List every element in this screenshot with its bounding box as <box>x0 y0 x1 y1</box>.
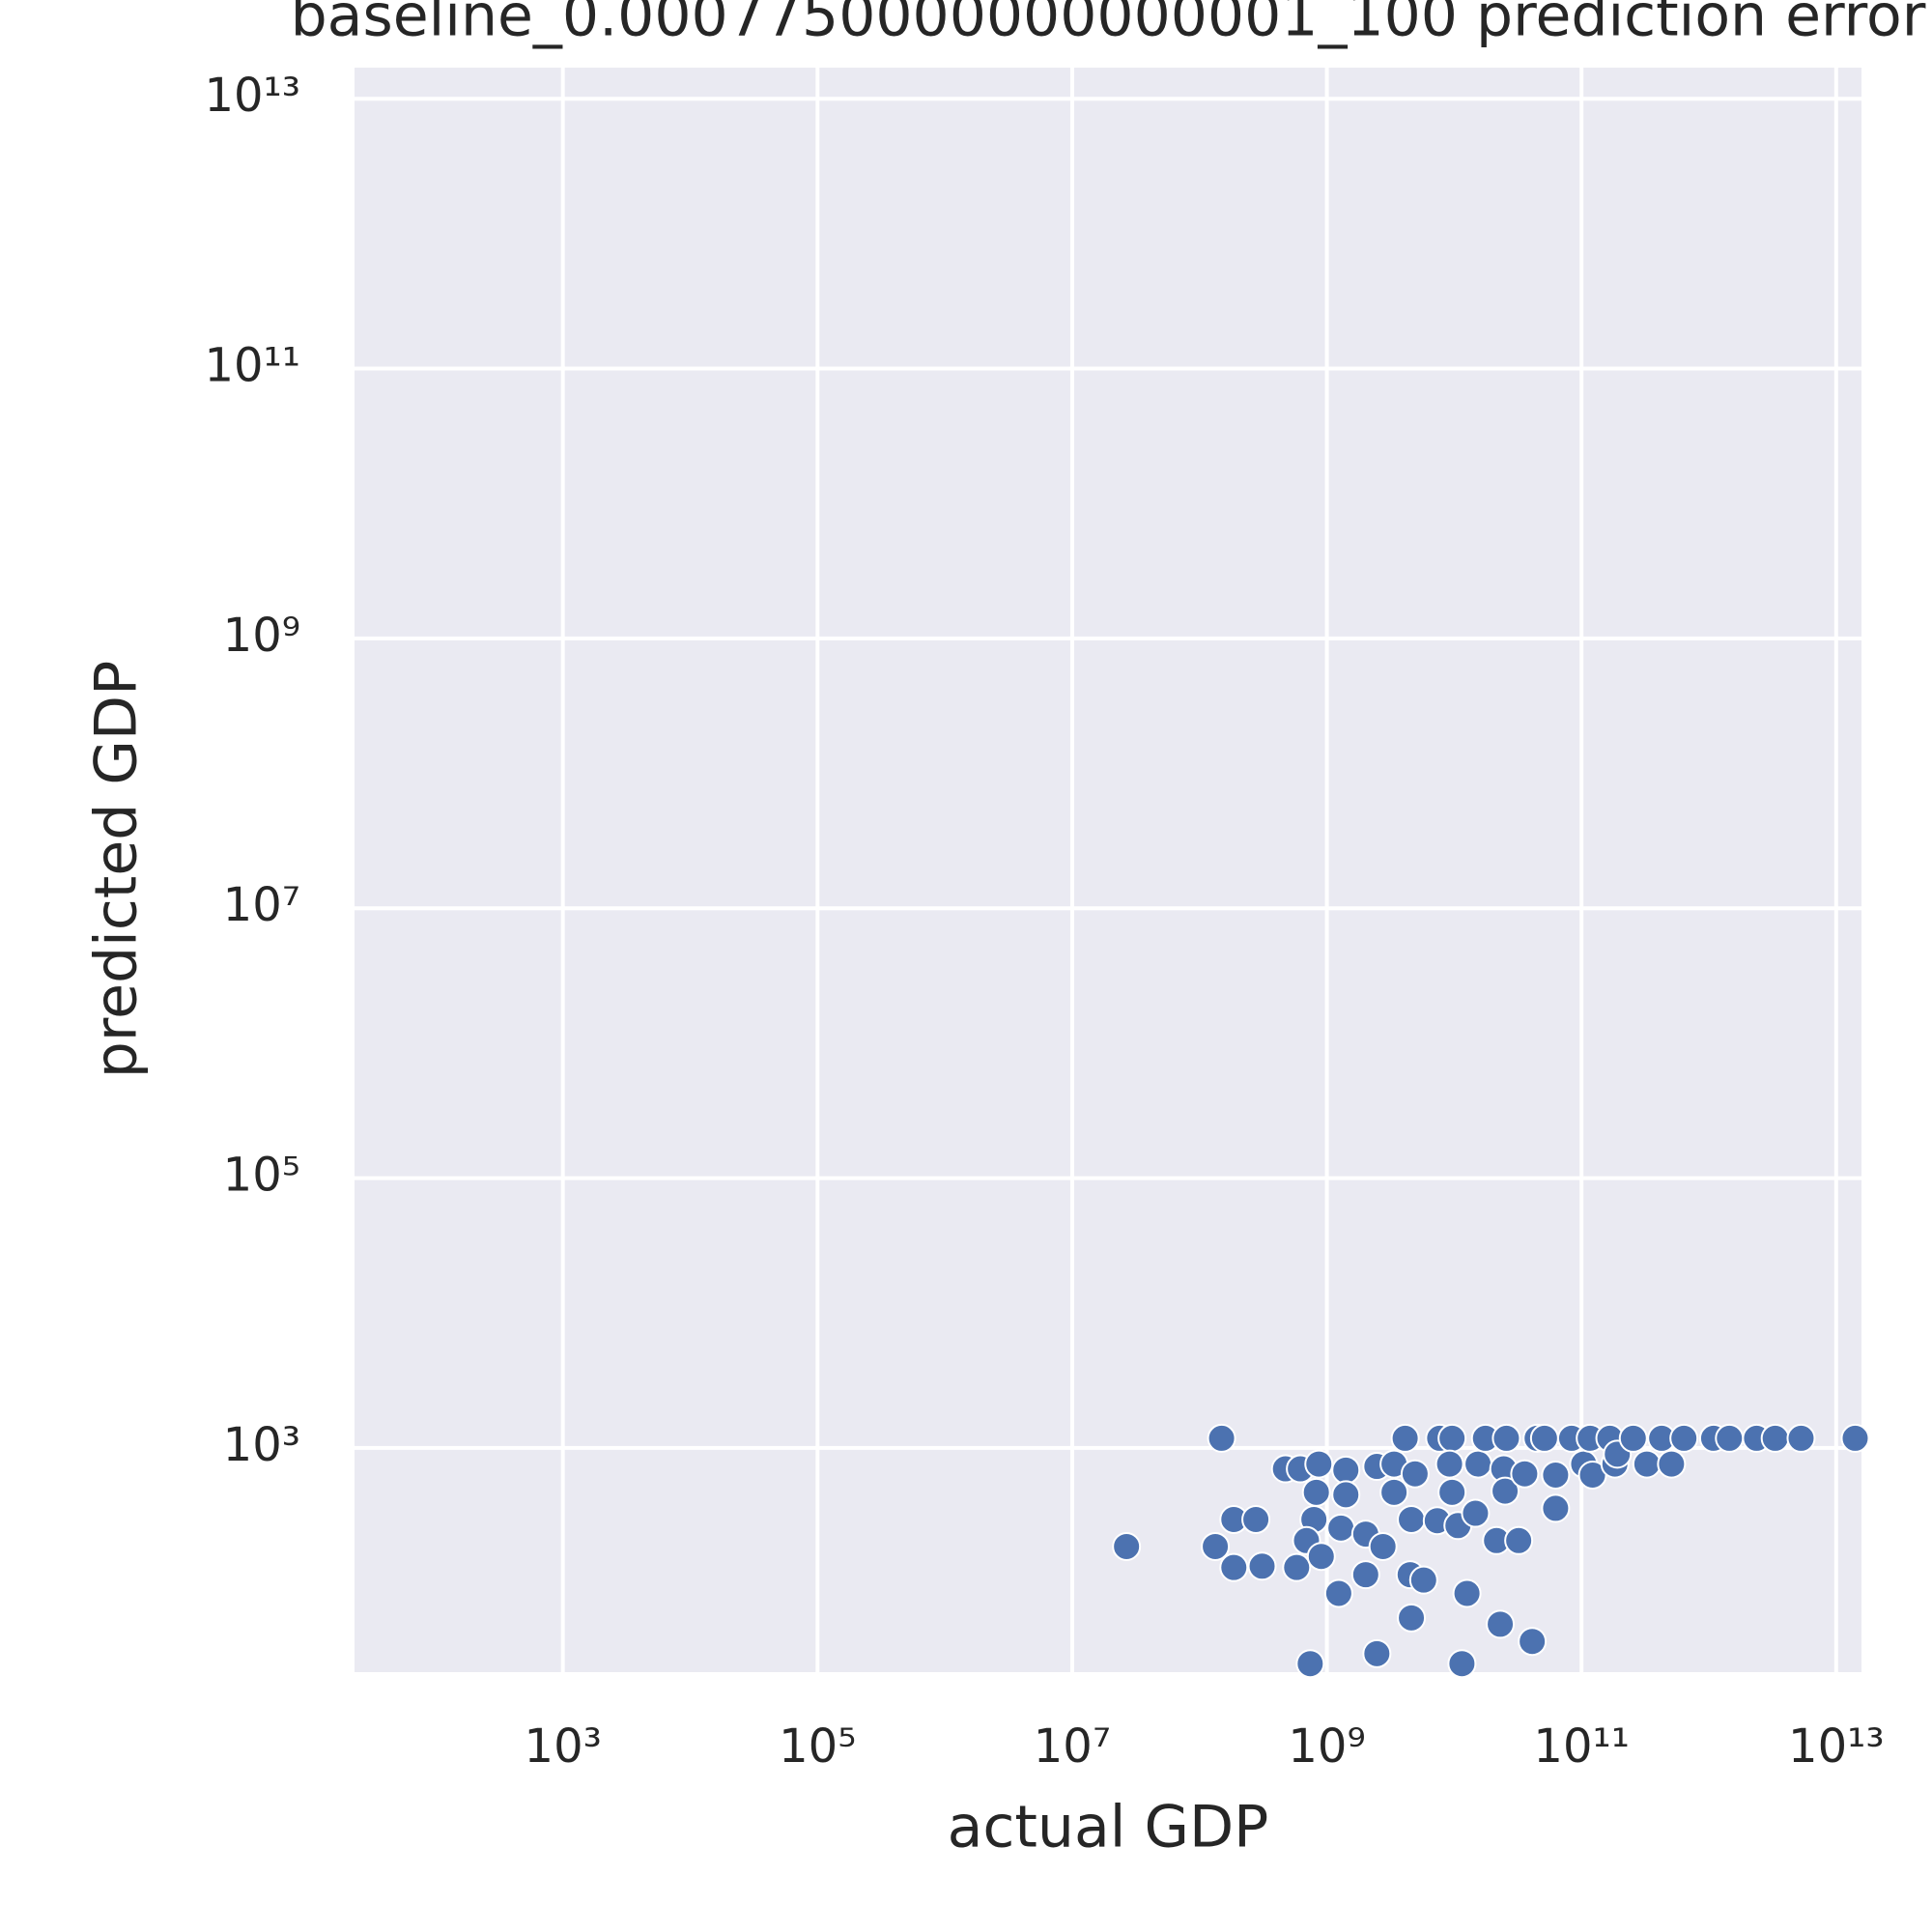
point <box>1491 1476 1520 1506</box>
point <box>1201 1531 1231 1561</box>
point <box>1492 1423 1521 1453</box>
chart-title: baseline_0.0007750000000000001_100 predi… <box>291 0 1926 50</box>
point <box>1840 1423 1870 1453</box>
point <box>1657 1449 1687 1479</box>
y-tick-label: 10¹³ <box>204 69 300 123</box>
x-tick-label: 10³ <box>525 1719 602 1774</box>
y-tick-label: 10¹¹ <box>204 339 300 393</box>
point <box>1618 1423 1648 1453</box>
point <box>1397 1603 1427 1633</box>
x-tick-label: 10⁹ <box>1288 1719 1365 1774</box>
point <box>1282 1552 1312 1582</box>
x-tick-label: 10⁷ <box>1034 1719 1111 1774</box>
point <box>1669 1423 1699 1453</box>
point <box>1362 1638 1392 1668</box>
point <box>1452 1578 1482 1608</box>
point <box>1486 1609 1516 1639</box>
point <box>1368 1531 1398 1561</box>
point <box>1529 1423 1559 1453</box>
point <box>1400 1459 1430 1489</box>
point <box>1463 1449 1493 1479</box>
point <box>1323 1578 1353 1608</box>
x-axis-label: actual GDP <box>948 1794 1269 1861</box>
point <box>1112 1531 1142 1561</box>
point <box>1207 1423 1236 1453</box>
point <box>1326 1513 1356 1543</box>
point <box>1541 1460 1571 1490</box>
y-axis-label: predicted GDP <box>83 661 151 1079</box>
point <box>1331 1455 1361 1485</box>
point <box>1350 1560 1380 1590</box>
y-tick-label: 10⁹ <box>223 609 300 663</box>
point <box>1504 1525 1534 1555</box>
point <box>1632 1449 1662 1479</box>
grid <box>355 68 1861 1672</box>
point <box>1306 1542 1336 1572</box>
point <box>1715 1423 1745 1453</box>
point <box>1461 1498 1491 1528</box>
point <box>1437 1477 1467 1507</box>
point <box>1435 1449 1464 1479</box>
x-tick-label: 10¹¹ <box>1533 1719 1630 1774</box>
point <box>1390 1423 1420 1453</box>
point <box>1786 1423 1816 1453</box>
x-tick-label: 10⁵ <box>779 1719 856 1774</box>
point <box>1295 1649 1325 1679</box>
y-tick-label: 10⁷ <box>223 878 300 932</box>
point <box>1219 1552 1249 1582</box>
point <box>1437 1423 1467 1453</box>
y-tick-label: 10³ <box>223 1418 300 1472</box>
point <box>1518 1627 1548 1657</box>
y-tick-label: 10⁵ <box>223 1149 300 1203</box>
point <box>1379 1477 1409 1507</box>
plot-area <box>355 68 1861 1672</box>
point <box>1247 1551 1277 1581</box>
x-tick-label: 10¹³ <box>1788 1719 1885 1774</box>
point <box>1760 1423 1790 1453</box>
point <box>1447 1649 1477 1679</box>
points <box>1112 1423 1870 1679</box>
point <box>1510 1459 1540 1489</box>
point <box>1397 1504 1427 1534</box>
point <box>1408 1565 1438 1595</box>
point <box>1304 1449 1334 1479</box>
point <box>1331 1480 1361 1510</box>
point <box>1301 1477 1331 1507</box>
point <box>1541 1493 1571 1523</box>
point <box>1241 1504 1271 1534</box>
